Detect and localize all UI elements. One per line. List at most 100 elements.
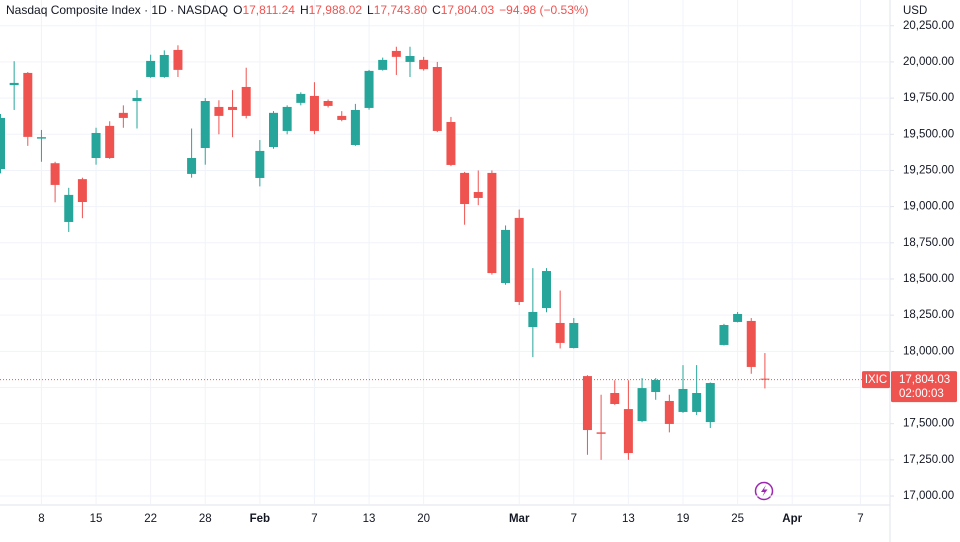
candle-body [309, 95, 319, 131]
x-tick-label: 25 [731, 513, 744, 525]
candle-body [596, 432, 606, 434]
candle-body [337, 115, 347, 120]
y-tick-label: 17,500.00 [903, 418, 954, 430]
candle-body [173, 49, 183, 70]
candle-body [746, 320, 756, 367]
candle-body [664, 400, 674, 424]
ohlc-value: 17,804.03 [440, 3, 495, 17]
x-tick-label: 15 [90, 513, 103, 525]
price-tag-label: 17,804.03 [899, 374, 950, 386]
currency: USD [903, 5, 927, 17]
countdown: 02:00:03 [899, 388, 944, 400]
change: −94.98 (−0.53%) [499, 3, 589, 17]
candle-body [432, 66, 442, 131]
y-tick-label: 19,000.00 [903, 201, 954, 213]
candle-body [23, 72, 33, 137]
x-tick-label: 7 [311, 513, 317, 525]
candle-body [514, 217, 524, 302]
x-tick-label: 7 [571, 513, 577, 525]
legend: Nasdaq Composite Index · 1D · NASDAQ O17,… [6, 3, 594, 17]
candle-body [350, 109, 360, 145]
candle-body [692, 393, 702, 412]
candle-body [487, 172, 497, 274]
y-tick-label: 17,250.00 [903, 454, 954, 466]
candle-body [705, 383, 715, 423]
candle-body [610, 393, 620, 404]
candle-body [391, 50, 401, 57]
candle-body [77, 179, 87, 202]
candle-body [569, 322, 579, 349]
symbol-tag-label: IXIC [865, 374, 887, 386]
y-tick-label: 19,750.00 [903, 92, 954, 104]
candle-body [760, 378, 770, 380]
candle-body [501, 229, 511, 284]
candle-body [473, 192, 483, 198]
lightning-icon [754, 481, 774, 501]
price-tag [891, 371, 957, 403]
ohlc-value: 17,811.24 [242, 3, 295, 17]
candle-body [582, 376, 592, 431]
candle-body [105, 125, 115, 159]
candle-body [282, 106, 292, 131]
x-tick-label: 28 [199, 513, 212, 525]
x-tick-label: 13 [622, 513, 635, 525]
candle-body [9, 82, 19, 86]
grid [0, 0, 890, 505]
x-tick-label: 8 [38, 513, 44, 525]
y-tick-label: 17,000.00 [903, 490, 954, 502]
y-tick-label: 18,000.00 [903, 345, 954, 357]
ohlc-value: 17,988.02 [308, 3, 362, 17]
candle-body [159, 54, 169, 77]
x-tick-label: Feb [250, 513, 270, 525]
candle-body [132, 97, 142, 101]
candle-body [419, 59, 429, 70]
x-tick-label: Mar [509, 513, 530, 525]
candle-body [146, 60, 156, 77]
symbol-title: Nasdaq Composite Index · 1D · NASDAQ [6, 3, 229, 17]
candle-body [214, 106, 224, 116]
ohlc-label: O [233, 3, 243, 17]
x-tick-label: 13 [363, 513, 376, 525]
y-tick-label: 19,250.00 [903, 164, 954, 176]
candle-body [446, 121, 456, 165]
candle-body [50, 163, 60, 185]
candle-body [296, 93, 306, 103]
symbol-tag [862, 371, 890, 389]
candle-body [555, 322, 565, 343]
ohlc-label: L [367, 3, 374, 17]
candle-body [323, 101, 333, 106]
candle-body [637, 388, 647, 422]
candle-body [228, 106, 238, 110]
candle-body [378, 59, 388, 70]
candle-body [91, 132, 101, 159]
candle-body [719, 324, 729, 345]
candle-body [118, 112, 128, 118]
candle-body [241, 86, 251, 116]
x-tick-label: 20 [417, 513, 430, 525]
y-tick-label: 18,750.00 [903, 237, 954, 249]
y-tick-label: 19,500.00 [903, 128, 954, 140]
y-tick-label: 20,000.00 [903, 56, 954, 68]
candle-body [405, 55, 415, 62]
y-tick-label: 20,250.00 [903, 20, 954, 32]
candle-body [542, 271, 551, 309]
y-tick-label: 18,500.00 [903, 273, 954, 285]
x-tick-label: 19 [677, 513, 690, 525]
candle-body [364, 70, 374, 108]
candle-body [255, 150, 265, 178]
candle-body [0, 117, 5, 170]
y-tick-label: 18,250.00 [903, 309, 954, 321]
x-tick-label: 22 [144, 513, 157, 525]
candle-body [623, 409, 633, 454]
ohlc-label: C [432, 3, 441, 17]
candle-body [678, 388, 688, 412]
candle-body [528, 311, 538, 328]
x-tick-label: 7 [857, 513, 863, 525]
candle-body [651, 379, 661, 392]
candle-body [460, 172, 470, 205]
ohlc-label: H [299, 3, 309, 17]
candle-body [36, 137, 46, 139]
candle-body [269, 112, 278, 148]
